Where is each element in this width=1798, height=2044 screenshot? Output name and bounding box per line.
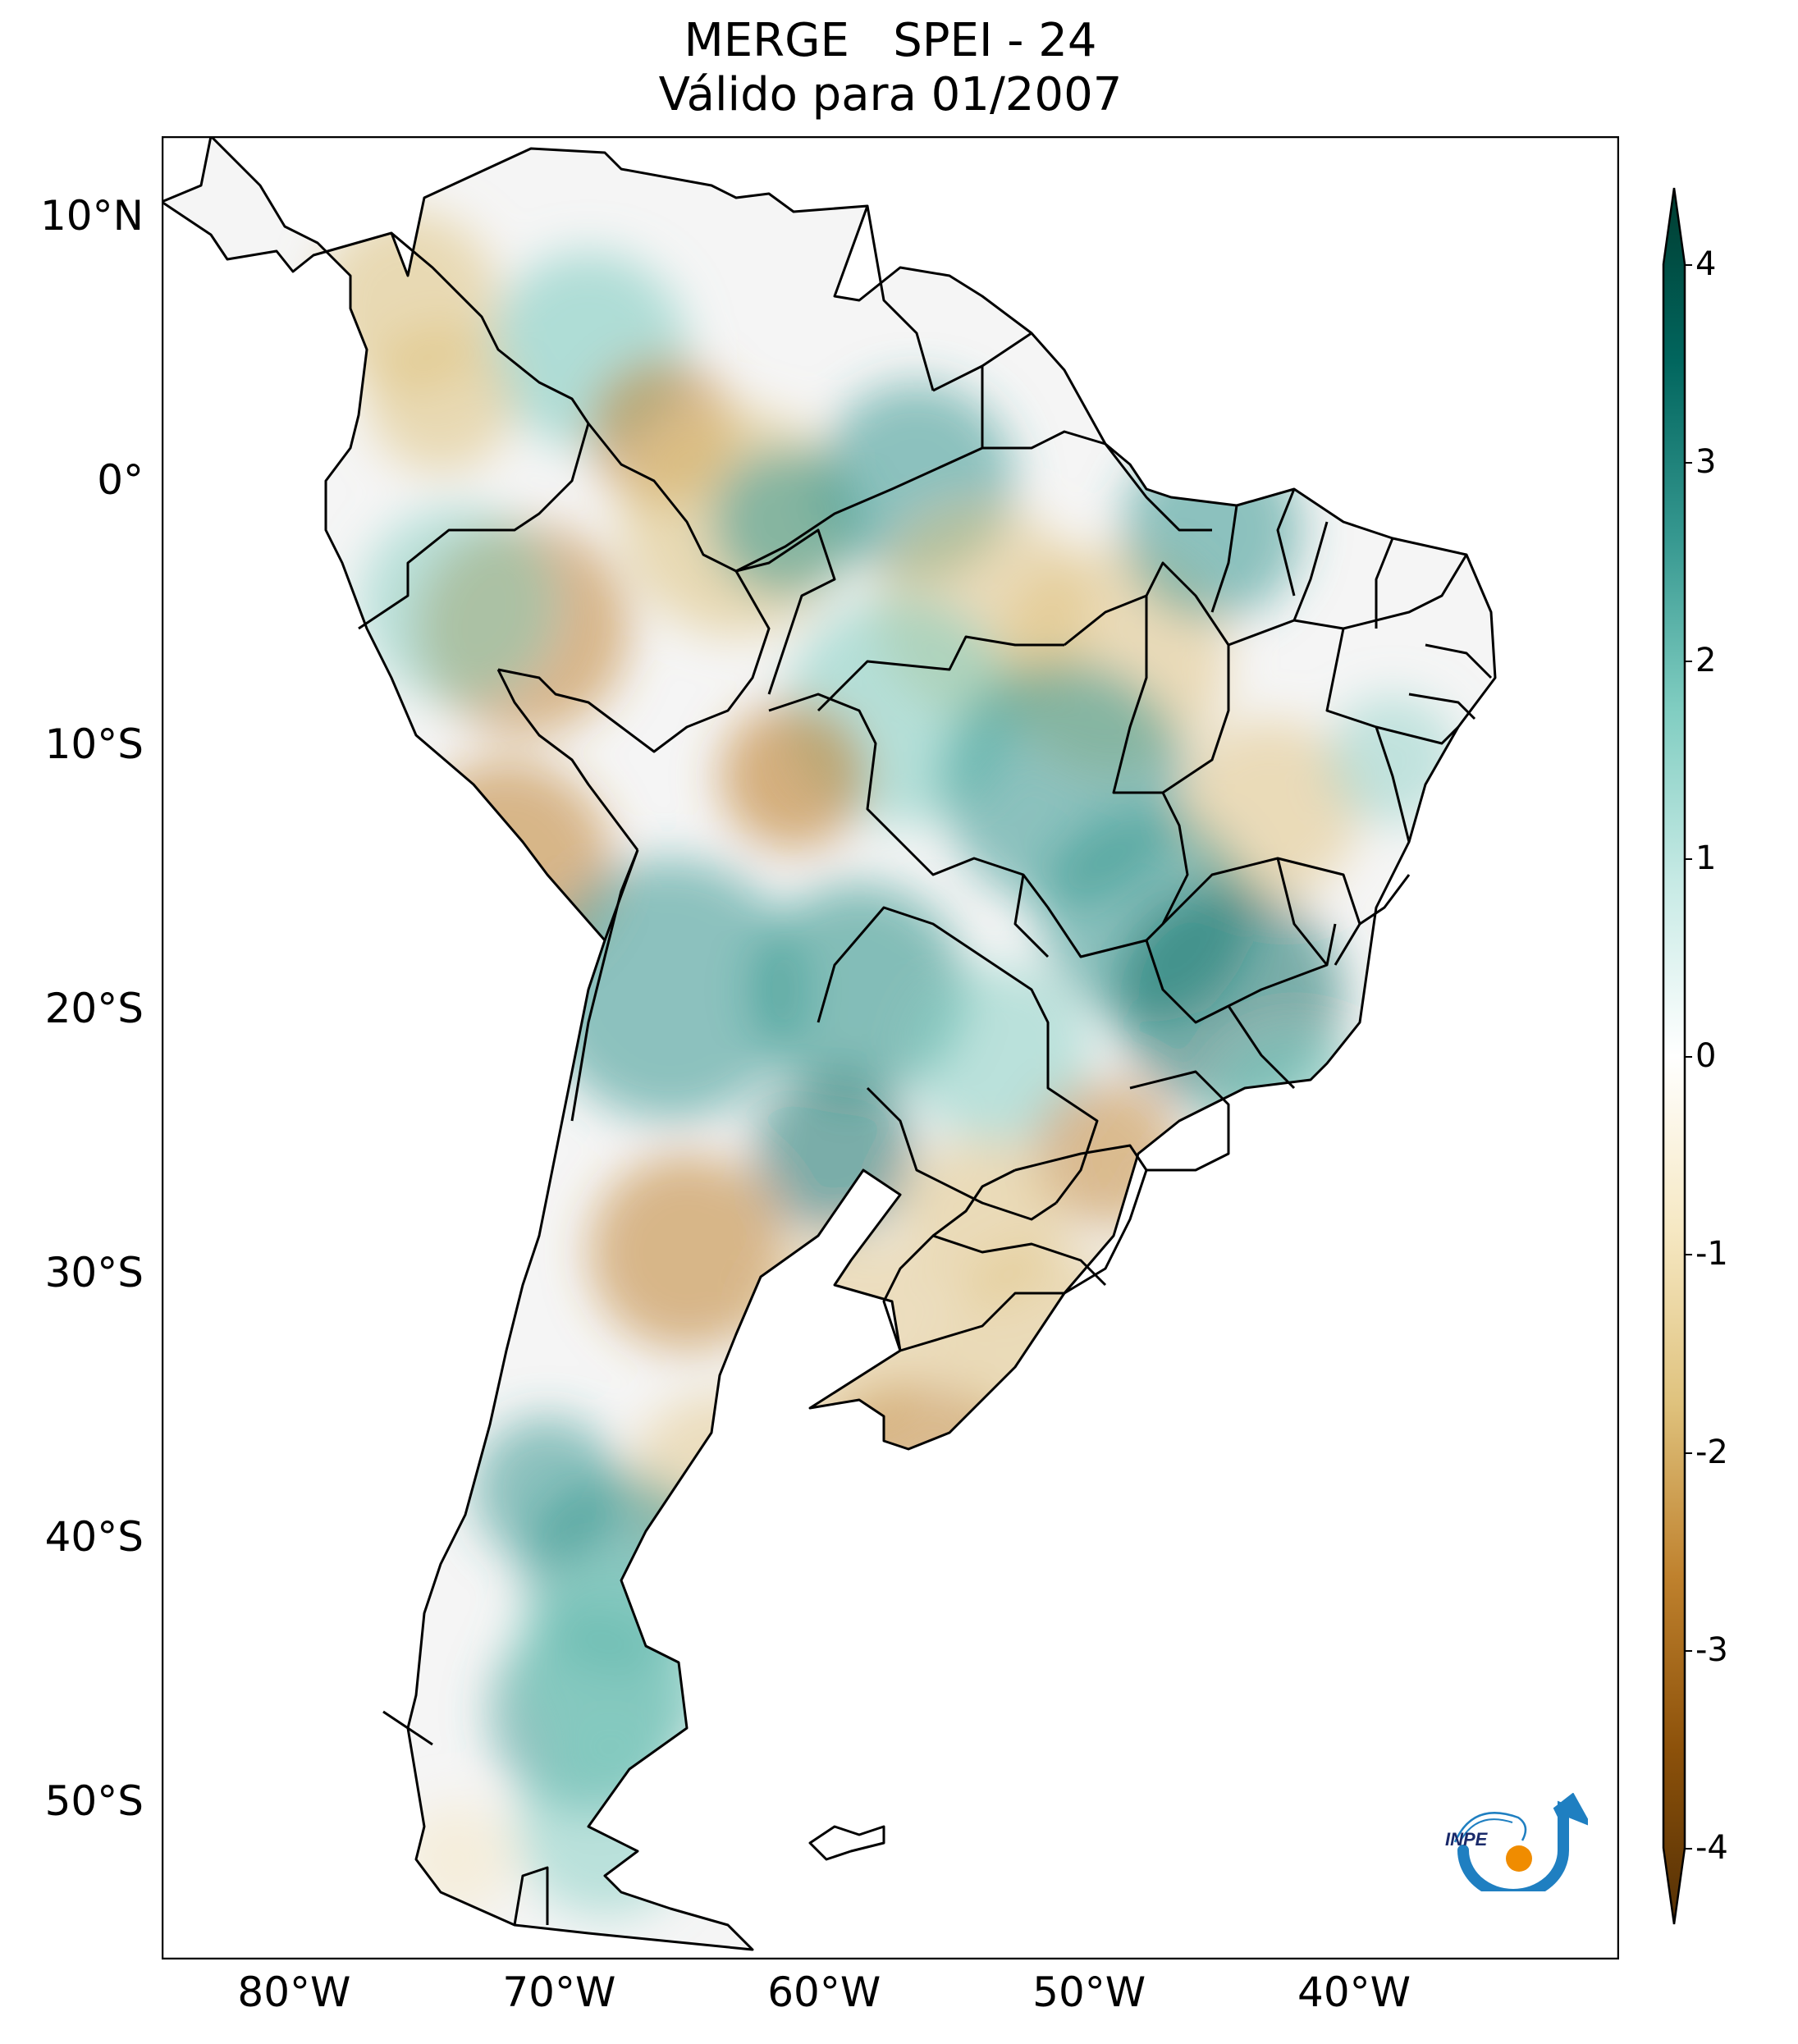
inpe-logo-text: INPE: [1445, 1829, 1489, 1850]
border-line: [1161, 857, 1361, 966]
border-line: [391, 231, 590, 424]
lat-label: 50°S: [44, 1776, 144, 1825]
anomaly-patch: [367, 325, 515, 473]
colorbar-tick-label: -2: [1684, 1433, 1728, 1471]
colorbar-tick-label: -1: [1684, 1235, 1728, 1273]
political-borders: [162, 136, 1497, 1951]
border-line: [1064, 594, 1163, 794]
border-line: [768, 693, 1147, 958]
border-line: [1375, 537, 1394, 629]
anomaly-patch: [802, 1383, 1032, 1613]
colorbar-gradient: [1662, 187, 1686, 1925]
border-line: [570, 849, 639, 1122]
inpe-logo: INPE: [1445, 1793, 1588, 1891]
colorbar-tick-label: -3: [1684, 1630, 1728, 1669]
border-line: [1210, 505, 1238, 613]
lat-label: 0°: [97, 455, 144, 504]
anomaly-patch: [941, 1244, 1155, 1457]
anomaly-patch: [908, 965, 1089, 1145]
anomaly-patch: [400, 760, 613, 973]
lon-label: 60°W: [767, 1969, 881, 2016]
lon-label: 80°W: [237, 1969, 351, 2016]
border-line: [1425, 643, 1493, 679]
border-line: [932, 1234, 1107, 1287]
border-line: [866, 205, 935, 391]
border-line: [1145, 940, 1296, 1090]
map-frame-border: [162, 136, 1619, 1959]
border-line: [1276, 488, 1296, 597]
border-line: [808, 1825, 885, 1861]
colorbar-tick-label: 4: [1683, 245, 1717, 283]
border-line: [1064, 1169, 1148, 1295]
border-line: [1375, 726, 1411, 843]
map-canvas: [162, 136, 1619, 1959]
lat-label: 40°S: [44, 1512, 144, 1561]
lon-label: 40°W: [1297, 1969, 1411, 2016]
border-line: [817, 635, 1064, 712]
border-line: [162, 136, 1497, 1951]
border-line: [1359, 874, 1411, 926]
lat-label: 10°S: [44, 720, 144, 768]
border-line: [496, 669, 639, 851]
anomaly-patch: [720, 702, 867, 850]
border-line: [497, 570, 771, 753]
border-line: [1276, 857, 1329, 966]
border-line: [1228, 923, 1337, 1008]
anomaly-patch: [359, 505, 556, 702]
colorbar-tick-label: 3: [1683, 443, 1717, 482]
lat-label: 10°N: [39, 191, 144, 240]
lat-label: 20°S: [44, 984, 144, 1032]
border-line: [1228, 521, 1329, 647]
anomaly-patch: [515, 1556, 728, 1769]
border-line: [735, 446, 983, 573]
border-line: [513, 1866, 549, 1926]
anomaly-patch: [515, 1736, 695, 1917]
colorbar-tick-label: 2: [1683, 641, 1717, 679]
anomaly-patch: [539, 858, 802, 1121]
border-line: [1013, 874, 1050, 958]
border-line: [1129, 1070, 1230, 1172]
border-line: [866, 1086, 1057, 1221]
border-line: [899, 1292, 1064, 1352]
map-title-line1: MERGE SPEI - 24: [684, 14, 1097, 67]
border-line: [587, 423, 737, 573]
border-line: [1145, 792, 1189, 942]
border-line: [817, 906, 1099, 1204]
anomaly-patch: [474, 1416, 621, 1564]
colorbar-tick-label: 1: [1683, 839, 1717, 877]
lat-label: 30°S: [44, 1248, 144, 1296]
map-panel: [162, 136, 1619, 1959]
colorbar-tick-label: -4: [1684, 1829, 1728, 1867]
anomaly-patch: [588, 1154, 785, 1351]
lon-label: 50°W: [1032, 1969, 1146, 2016]
anomaly-patch: [1204, 1031, 1384, 1211]
border-line: [382, 1710, 433, 1746]
border-line: [982, 430, 1106, 450]
border-line: [1408, 693, 1476, 720]
border-line: [735, 528, 836, 695]
border-line: [1104, 443, 1212, 532]
lon-label: 70°W: [502, 1969, 616, 2016]
map-title-line2: Válido para 01/2007: [658, 68, 1123, 121]
border-line: [358, 423, 590, 630]
border-line: [1293, 554, 1468, 630]
border-line: [932, 364, 983, 392]
border-line: [1014, 1144, 1148, 1172]
colorbar-tick-label: 0: [1683, 1037, 1717, 1075]
